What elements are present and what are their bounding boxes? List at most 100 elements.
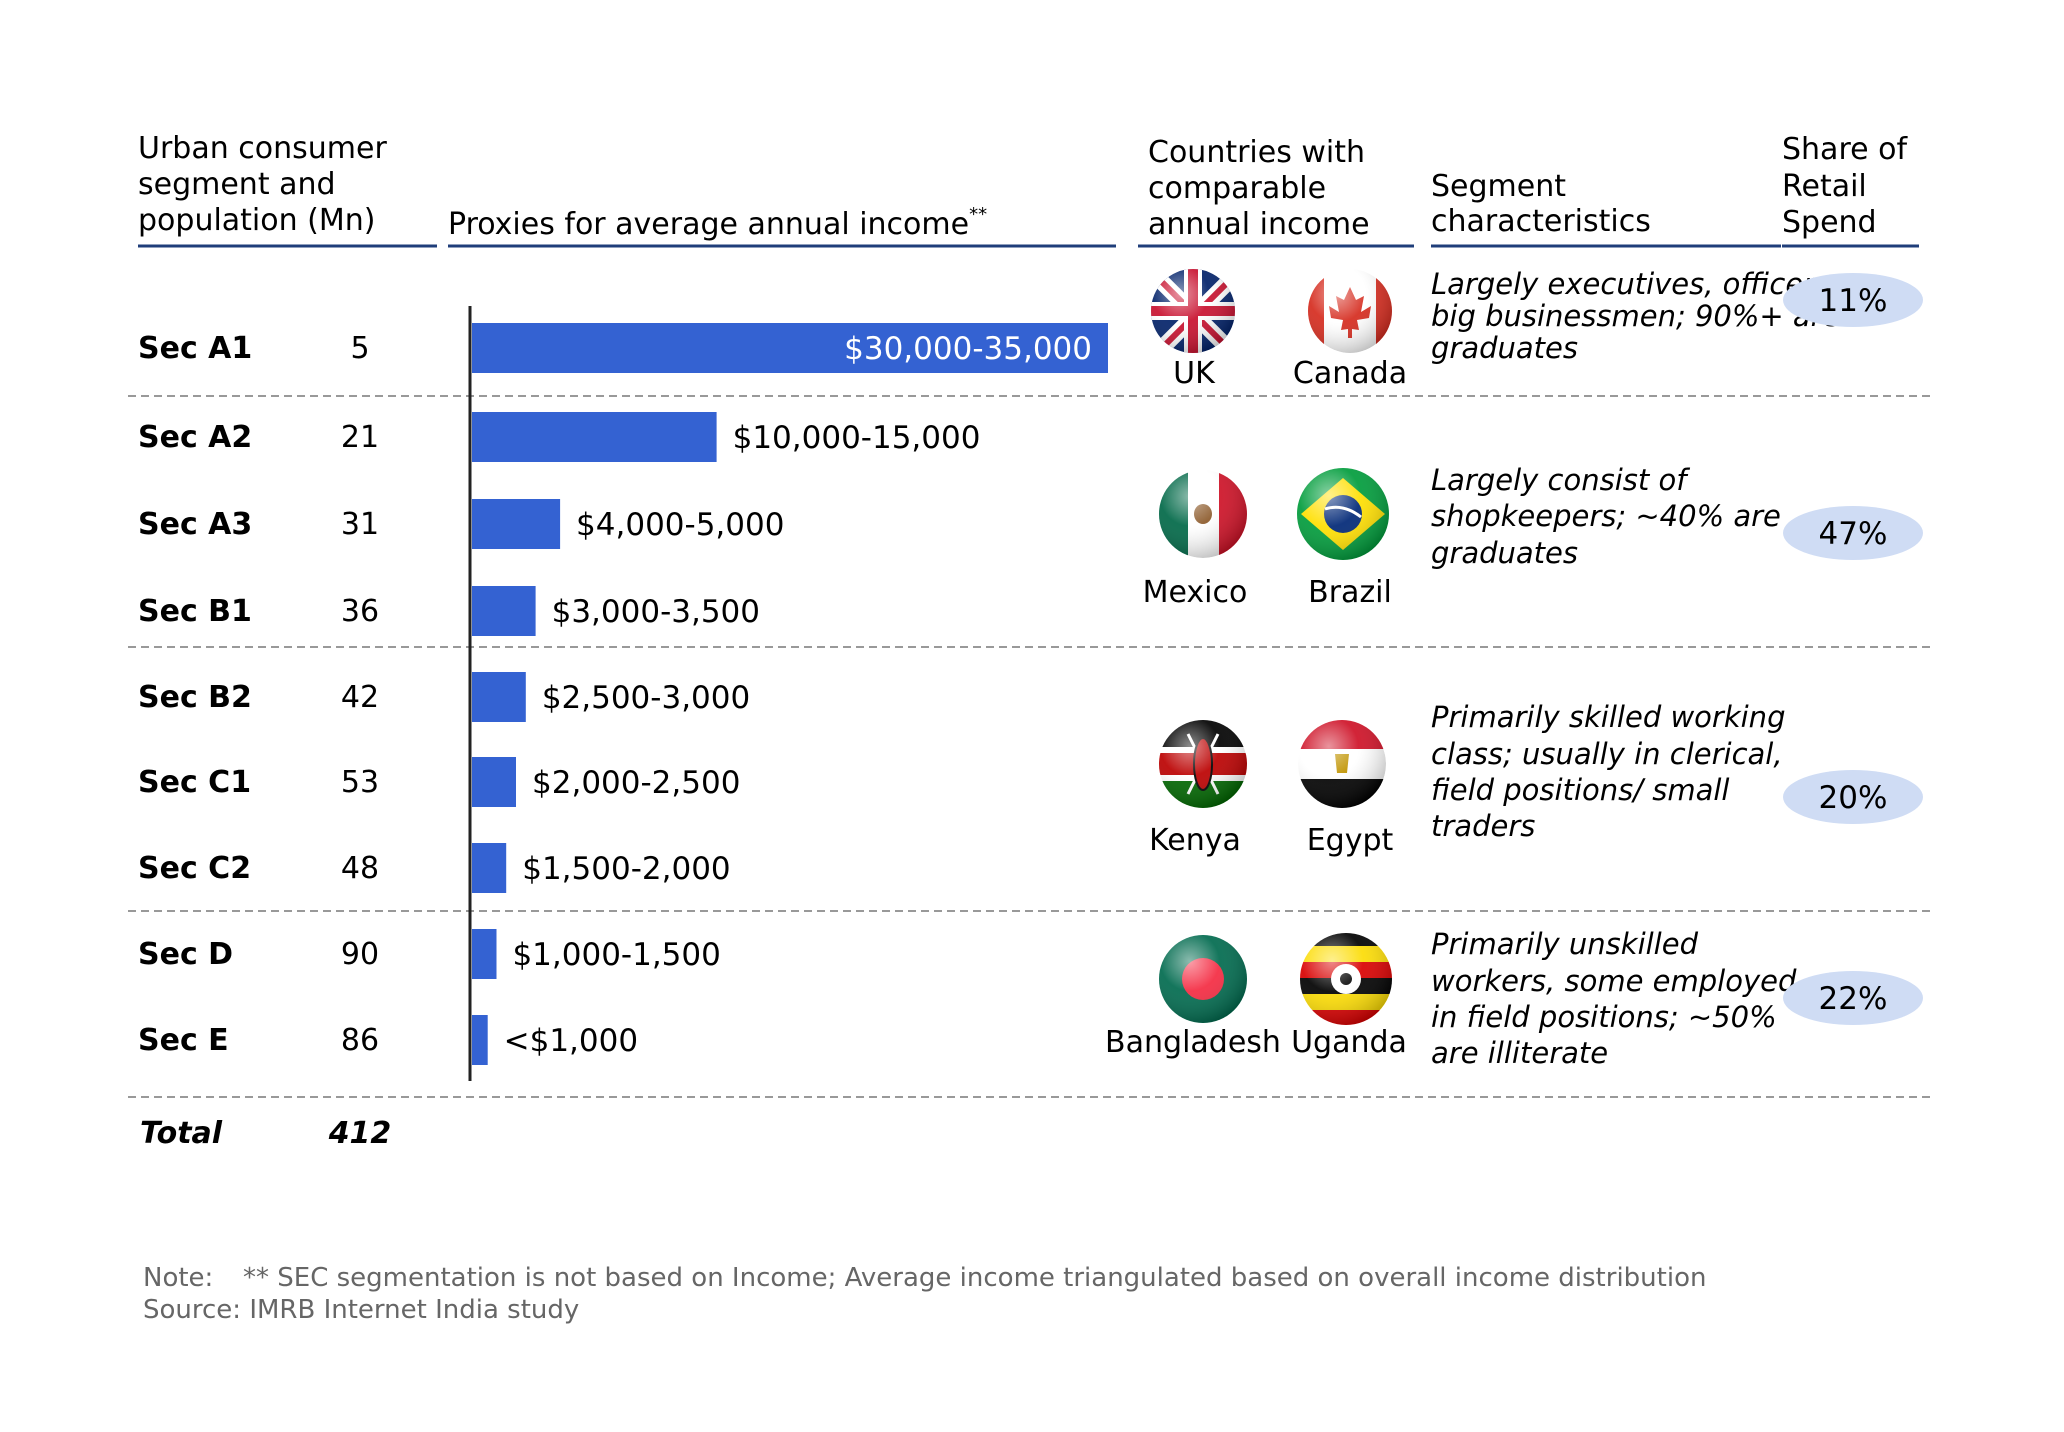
bangladesh-flag-icon xyxy=(1159,935,1247,1023)
header-share-line-2: Retail xyxy=(1782,169,1867,204)
population-value: 86 xyxy=(341,1023,379,1058)
segment-label: Sec B1 xyxy=(138,594,252,629)
header-countries-line-3: annual income xyxy=(1148,207,1370,242)
header-characteristics: Segment characteristics xyxy=(1431,169,1651,239)
income-label-sec-a2: $10,000-15,000 xyxy=(733,420,981,456)
kenya-flag-icon xyxy=(1159,720,1247,808)
income-bar-sec-a1 xyxy=(472,323,1108,373)
income-label-sec-d: $1,000-1,500 xyxy=(512,937,720,973)
note-text: ** SEC segmentation is not based on Inco… xyxy=(243,1263,1706,1293)
share-pill-2: 47% xyxy=(1783,506,1923,560)
characteristics-group-1: Largely executives, officers, big busine… xyxy=(1431,267,1840,365)
income-bar-sec-b1 xyxy=(472,586,536,636)
segment-label: Sec A3 xyxy=(138,507,252,542)
note-line: Note: ** SEC segmentation is not based on… xyxy=(143,1263,1706,1293)
country-egypt: Egypt xyxy=(1307,823,1394,858)
income-label-sec-c2: $1,500-2,000 xyxy=(522,851,730,887)
income-label-sec-b1: $3,000-3,500 xyxy=(552,594,760,630)
income-bar-sec-a3 xyxy=(472,499,561,549)
share-value: 20% xyxy=(1819,780,1888,816)
header-countries: Countries with comparable annual income xyxy=(1148,135,1370,242)
share-pill-4: 22% xyxy=(1783,971,1923,1025)
characteristics-line: Primarily skilled working xyxy=(1431,700,1785,734)
segment-label: Sec C2 xyxy=(138,851,251,886)
header-countries-line-2: comparable xyxy=(1148,171,1326,206)
segment-label: Sec D xyxy=(138,937,233,972)
header-segment-line-2: segment and xyxy=(138,167,336,202)
segment-rows: Sec A1 5 Sec A2 21 Sec A3 31 Sec B1 36 Sec B2 42 S… xyxy=(138,331,379,1058)
country-uganda: Uganda xyxy=(1291,1025,1407,1060)
source-line: Source: IMRB Internet India study xyxy=(143,1295,579,1325)
header-countries-line-1: Countries with xyxy=(1148,135,1365,170)
characteristics-line: big businessmen; 90%+ are xyxy=(1431,299,1840,333)
header-characteristics-line-2: characteristics xyxy=(1431,204,1651,239)
income-bar-sec-b2 xyxy=(472,672,526,722)
uganda-flag-icon xyxy=(1300,933,1392,1025)
income-bar-sec-d xyxy=(472,929,497,979)
characteristics-line: Largely consist of xyxy=(1431,463,1690,497)
characteristics-line: in field positions; ~50% xyxy=(1431,1000,1777,1034)
total-label: Total xyxy=(140,1116,223,1151)
group-dividers xyxy=(128,395,1930,1098)
characteristics-line: class; usually in clerical, xyxy=(1431,737,1783,771)
header-share: Share of Retail Spend xyxy=(1782,132,1908,240)
population-value: 53 xyxy=(341,765,379,800)
income-bar-sec-c2 xyxy=(472,843,507,893)
country-mexico: Mexico xyxy=(1143,575,1248,610)
country-uk: UK xyxy=(1173,356,1216,391)
header-income: Proxies for average annual income** xyxy=(448,204,987,242)
characteristics-line: shopkeepers; ~40% are xyxy=(1431,499,1781,533)
characteristics-line: field positions/ small xyxy=(1431,773,1729,807)
uk-flag-icon xyxy=(1151,269,1235,353)
mexico-flag-icon xyxy=(1159,470,1247,558)
country-canada: Canada xyxy=(1293,356,1407,391)
population-value: 48 xyxy=(341,851,379,886)
population-value: 5 xyxy=(350,331,369,366)
canada-flag-icon xyxy=(1308,269,1392,353)
share-value: 22% xyxy=(1819,981,1888,1017)
population-value: 42 xyxy=(341,680,379,715)
country-brazil: Brazil xyxy=(1308,575,1392,610)
income-label-sec-a3: $4,000-5,000 xyxy=(576,507,784,543)
share-value: 47% xyxy=(1819,516,1888,552)
characteristics-line: Primarily unskilled xyxy=(1431,927,1699,961)
characteristics-group-3: Primarily skilled working class; usually… xyxy=(1431,700,1785,843)
income-bar-sec-c1 xyxy=(472,757,516,807)
characteristics-line: traders xyxy=(1431,809,1535,843)
income-bar-sec-a2 xyxy=(472,412,717,462)
characteristics-group-2: Largely consist of shopkeepers; ~40% are… xyxy=(1431,463,1781,570)
population-value: 21 xyxy=(341,420,379,455)
income-bars: $30,000-35,000 $10,000-15,000 $4,000-5,000… xyxy=(472,323,1108,1065)
country-kenya: Kenya xyxy=(1149,823,1241,858)
total-value: 412 xyxy=(328,1116,392,1151)
segment-label: Sec E xyxy=(138,1023,229,1058)
population-value: 31 xyxy=(341,507,379,542)
share-value: 11% xyxy=(1819,283,1888,319)
income-label-sec-b2: $2,500-3,000 xyxy=(542,680,750,716)
population-value: 90 xyxy=(341,937,379,972)
header-share-line-3: Spend xyxy=(1782,205,1877,240)
header-income-superscript: ** xyxy=(969,204,987,225)
segment-label: Sec A1 xyxy=(138,331,252,366)
header-income-title: Proxies for average annual income** xyxy=(448,204,987,242)
characteristics-line: workers, some employed xyxy=(1431,964,1797,998)
segment-label: Sec C1 xyxy=(138,765,251,800)
characteristics-line: Largely executives, officers, xyxy=(1431,267,1839,301)
brazil-flag-icon xyxy=(1297,468,1389,560)
header-segment-line-3: population (Mn) xyxy=(138,203,375,238)
income-label-sec-c1: $2,000-2,500 xyxy=(532,765,740,801)
income-label-sec-a1: $30,000-35,000 xyxy=(844,331,1092,367)
header-segment-line-1: Urban consumer xyxy=(138,131,387,166)
segment-label: Sec A2 xyxy=(138,420,252,455)
income-bar-sec-e xyxy=(472,1015,488,1065)
egypt-flag-icon xyxy=(1298,720,1386,808)
share-pill-3: 20% xyxy=(1783,770,1923,824)
characteristics-group-4: Primarily unskilled workers, some employ… xyxy=(1431,927,1797,1070)
share-pill-1: 11% xyxy=(1783,273,1923,327)
population-value: 36 xyxy=(341,594,379,629)
characteristics-line: graduates xyxy=(1431,331,1578,365)
segment-label: Sec B2 xyxy=(138,680,252,715)
characteristics-line: are illiterate xyxy=(1431,1036,1608,1070)
characteristics-line: graduates xyxy=(1431,536,1578,570)
